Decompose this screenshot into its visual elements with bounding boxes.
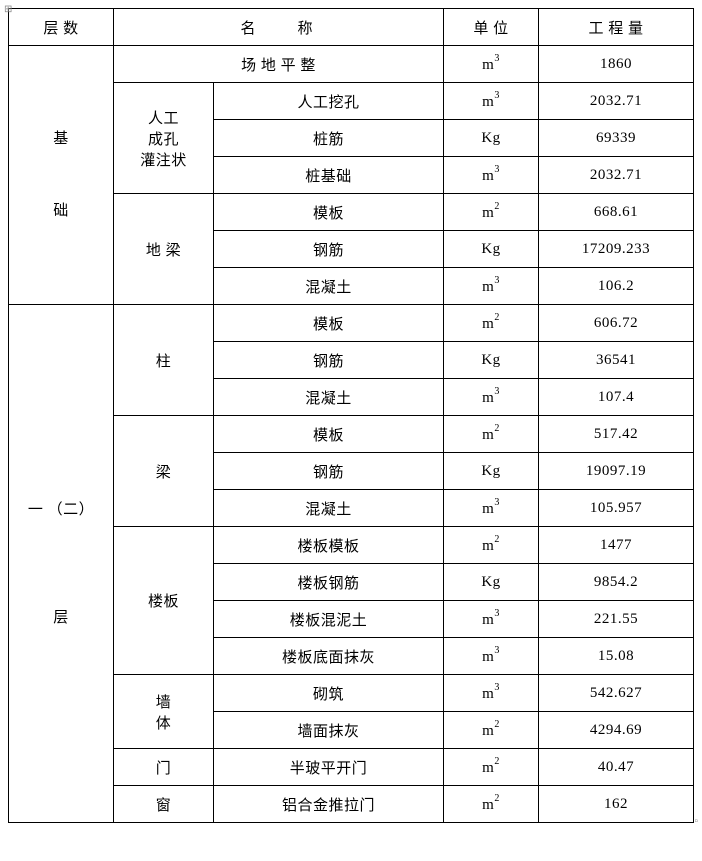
wall-l2: 体 — [156, 716, 172, 732]
gb-unit-2: Kg — [444, 231, 539, 268]
hdr-unit: 单 位 — [444, 9, 539, 46]
col-unit-2: Kg — [444, 342, 539, 379]
gb-name-3: 混凝土 — [214, 268, 444, 305]
pile-unit-2: Kg — [444, 120, 539, 157]
beam-qty-3: 105.957 — [539, 490, 694, 527]
label-floor12-top: 一 （二） — [28, 502, 94, 518]
gb-name-2: 钢筋 — [214, 231, 444, 268]
slab-unit-3: m3 — [444, 601, 539, 638]
label-floor12-bottom: 层 — [53, 610, 69, 626]
col-qty-2: 36541 — [539, 342, 694, 379]
slab-name-3: 楼板混泥土 — [214, 601, 444, 638]
hdr-qty: 工 程 量 — [539, 9, 694, 46]
beam-name-2: 钢筋 — [214, 453, 444, 490]
level-floor12: 一 （二） 层 — [9, 305, 114, 823]
label-ground-beam: 地 梁 — [114, 194, 214, 305]
col-qty-3: 107.4 — [539, 379, 694, 416]
door-unit: m2 — [444, 749, 539, 786]
gb-qty-2: 17209.233 — [539, 231, 694, 268]
slab-name-2: 楼板钢筋 — [214, 564, 444, 601]
pile-qty-3: 2032.71 — [539, 157, 694, 194]
slab-qty-4: 15.08 — [539, 638, 694, 675]
level-foundation: 基 础 — [9, 46, 114, 305]
col-unit-1: m2 — [444, 305, 539, 342]
beam-name-1: 模板 — [214, 416, 444, 453]
gb-unit-1: m2 — [444, 194, 539, 231]
pile-l2: 成孔 — [148, 132, 179, 148]
col-name-3: 混凝土 — [214, 379, 444, 416]
gb-unit-3: m3 — [444, 268, 539, 305]
wall-unit-1: m3 — [444, 675, 539, 712]
row-site-leveling: 基 础 场 地 平 整 m3 1860 — [9, 46, 694, 83]
label-beam: 梁 — [114, 416, 214, 527]
beam-unit-2: Kg — [444, 453, 539, 490]
slab-name-1: 楼板模板 — [214, 527, 444, 564]
wall-qty-1: 542.627 — [539, 675, 694, 712]
col-qty-1: 606.72 — [539, 305, 694, 342]
label-slab: 楼板 — [114, 527, 214, 675]
wall-name-1: 砌筑 — [214, 675, 444, 712]
pile-qty-1: 2032.71 — [539, 83, 694, 120]
slab-unit-1: m2 — [444, 527, 539, 564]
anchor-icon: ⊞ — [4, 4, 12, 15]
label-window: 窗 — [114, 786, 214, 823]
label-pile: 人工 成孔 灌注状 — [114, 83, 214, 194]
table-container: ⊞ 层 数 名 称 单 位 工 程 量 基 础 场 地 平 整 m3 1860 … — [8, 8, 694, 823]
slab-qty-3: 221.55 — [539, 601, 694, 638]
beam-unit-3: m3 — [444, 490, 539, 527]
beam-qty-2: 19097.19 — [539, 453, 694, 490]
window-name: 铝合金推拉门 — [214, 786, 444, 823]
qty-site-leveling: 1860 — [539, 46, 694, 83]
col-name-1: 模板 — [214, 305, 444, 342]
pile-qty-2: 69339 — [539, 120, 694, 157]
gb-name-1: 模板 — [214, 194, 444, 231]
slab-qty-1: 1477 — [539, 527, 694, 564]
wall-qty-2: 4294.69 — [539, 712, 694, 749]
slab-unit-2: Kg — [444, 564, 539, 601]
unit-m3: m3 — [444, 46, 539, 83]
hdr-name: 名 称 — [114, 9, 444, 46]
table-header-row: 层 数 名 称 单 位 工 程 量 — [9, 9, 694, 46]
slab-qty-2: 9854.2 — [539, 564, 694, 601]
col-unit-3: m3 — [444, 379, 539, 416]
beam-name-3: 混凝土 — [214, 490, 444, 527]
label-door: 门 — [114, 749, 214, 786]
pile-l1: 人工 — [148, 111, 179, 127]
label-foundation-top: 基 — [53, 131, 69, 147]
door-qty: 40.47 — [539, 749, 694, 786]
slab-name-4: 楼板底面抹灰 — [214, 638, 444, 675]
wall-l1: 墙 — [156, 695, 172, 711]
tail-icon: ▫ — [694, 816, 698, 827]
slab-unit-4: m3 — [444, 638, 539, 675]
col-name-2: 钢筋 — [214, 342, 444, 379]
beam-unit-1: m2 — [444, 416, 539, 453]
quantities-table: 层 数 名 称 单 位 工 程 量 基 础 场 地 平 整 m3 1860 人工… — [8, 8, 694, 823]
pile-name-3: 桩基础 — [214, 157, 444, 194]
wall-unit-2: m2 — [444, 712, 539, 749]
window-qty: 162 — [539, 786, 694, 823]
gb-qty-1: 668.61 — [539, 194, 694, 231]
pile-unit-3: m3 — [444, 157, 539, 194]
gb-qty-3: 106.2 — [539, 268, 694, 305]
label-wall: 墙 体 — [114, 675, 214, 749]
name-site-leveling: 场 地 平 整 — [114, 46, 444, 83]
beam-qty-1: 517.42 — [539, 416, 694, 453]
door-name: 半玻平开门 — [214, 749, 444, 786]
pile-l3: 灌注状 — [140, 153, 187, 169]
pile-unit-1: m3 — [444, 83, 539, 120]
row-col-1: 一 （二） 层 柱 模板 m2 606.72 — [9, 305, 694, 342]
window-unit: m2 — [444, 786, 539, 823]
hdr-level: 层 数 — [9, 9, 114, 46]
label-column: 柱 — [114, 305, 214, 416]
label-foundation-bottom: 础 — [53, 203, 69, 219]
pile-name-2: 桩筋 — [214, 120, 444, 157]
wall-name-2: 墙面抹灰 — [214, 712, 444, 749]
pile-name-1: 人工挖孔 — [214, 83, 444, 120]
